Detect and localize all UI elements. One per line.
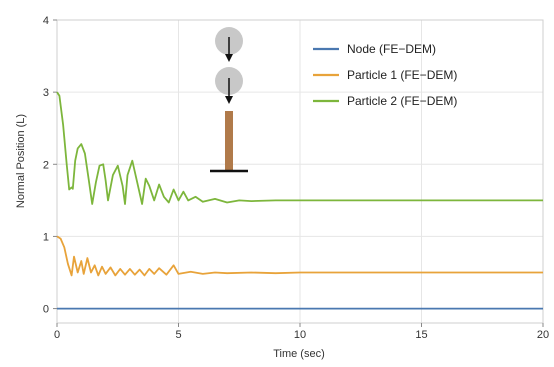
- inset-arrow-head-2: [225, 96, 233, 104]
- y-tick-label: 2: [43, 159, 49, 171]
- x-axis-label: Time (sec): [273, 348, 325, 360]
- y-axis-label: Normal Position (L): [15, 114, 27, 208]
- series-line-2: [56, 235, 543, 277]
- y-tick-label: 0: [43, 304, 49, 316]
- inset-rod: [225, 111, 233, 170]
- axes: 0 5 10 15 20 0 1 2 3 4: [43, 15, 549, 341]
- y-tick-label: 4: [43, 15, 49, 27]
- y-tick-label: 3: [43, 87, 49, 99]
- x-tick-label: 20: [537, 329, 549, 341]
- inset-arrow-head-1: [225, 54, 233, 62]
- x-tick-label: 0: [54, 329, 60, 341]
- x-tick-label: 5: [175, 329, 181, 341]
- legend: Node (FE−DEM) Particle 1 (FE−DEM) Particle…: [313, 42, 457, 108]
- legend-label-2: Particle 1 (FE−DEM): [347, 68, 457, 82]
- series-line-3: [56, 91, 543, 205]
- x-tick-label: 15: [415, 329, 427, 341]
- y-tick-label: 1: [43, 231, 49, 243]
- x-tick-label: 10: [294, 329, 306, 341]
- inset-diagram: [210, 27, 248, 173]
- legend-label-1: Node (FE−DEM): [347, 42, 436, 56]
- series-lines: [56, 91, 543, 310]
- legend-label-3: Particle 2 (FE−DEM): [347, 94, 457, 108]
